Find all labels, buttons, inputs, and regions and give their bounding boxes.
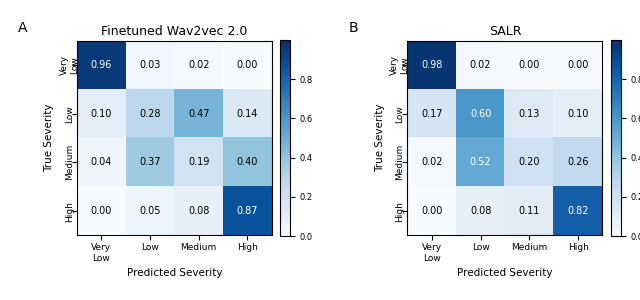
Text: 0.28: 0.28 <box>139 109 161 118</box>
Text: 0.19: 0.19 <box>188 158 209 167</box>
Text: 0.10: 0.10 <box>568 109 589 118</box>
Text: 0.60: 0.60 <box>470 109 492 118</box>
Text: 0.08: 0.08 <box>470 206 492 216</box>
Text: 0.13: 0.13 <box>518 109 540 118</box>
Text: 0.00: 0.00 <box>568 60 589 70</box>
Text: 0.20: 0.20 <box>518 158 540 167</box>
Y-axis label: True Severity: True Severity <box>374 104 385 172</box>
Text: 0.02: 0.02 <box>470 60 492 70</box>
Text: 0.00: 0.00 <box>518 60 540 70</box>
Text: 0.17: 0.17 <box>421 109 443 118</box>
Text: 0.03: 0.03 <box>140 60 161 70</box>
Text: 0.37: 0.37 <box>139 158 161 167</box>
Text: 0.02: 0.02 <box>188 60 209 70</box>
Title: Finetuned Wav2vec 2.0: Finetuned Wav2vec 2.0 <box>101 25 248 38</box>
Text: 0.82: 0.82 <box>567 206 589 216</box>
X-axis label: Predicted Severity: Predicted Severity <box>457 268 553 278</box>
Text: 0.02: 0.02 <box>421 158 443 167</box>
Text: 0.40: 0.40 <box>237 158 258 167</box>
Text: 0.14: 0.14 <box>237 109 258 118</box>
Text: 0.96: 0.96 <box>90 60 112 70</box>
Text: 0.26: 0.26 <box>567 158 589 167</box>
Text: 0.05: 0.05 <box>139 206 161 216</box>
Text: 0.00: 0.00 <box>421 206 442 216</box>
Title: SALR: SALR <box>489 25 521 38</box>
Text: 0.87: 0.87 <box>237 206 258 216</box>
Text: A: A <box>19 21 28 35</box>
Text: 0.00: 0.00 <box>90 206 112 216</box>
Text: 0.98: 0.98 <box>421 60 442 70</box>
Text: 0.11: 0.11 <box>518 206 540 216</box>
Text: 0.52: 0.52 <box>470 158 492 167</box>
Text: 0.47: 0.47 <box>188 109 209 118</box>
Text: 0.10: 0.10 <box>90 109 112 118</box>
Text: 0.04: 0.04 <box>90 158 112 167</box>
Text: 0.00: 0.00 <box>237 60 258 70</box>
X-axis label: Predicted Severity: Predicted Severity <box>127 268 222 278</box>
Text: 0.08: 0.08 <box>188 206 209 216</box>
Y-axis label: True Severity: True Severity <box>44 104 54 172</box>
Text: B: B <box>349 21 358 35</box>
